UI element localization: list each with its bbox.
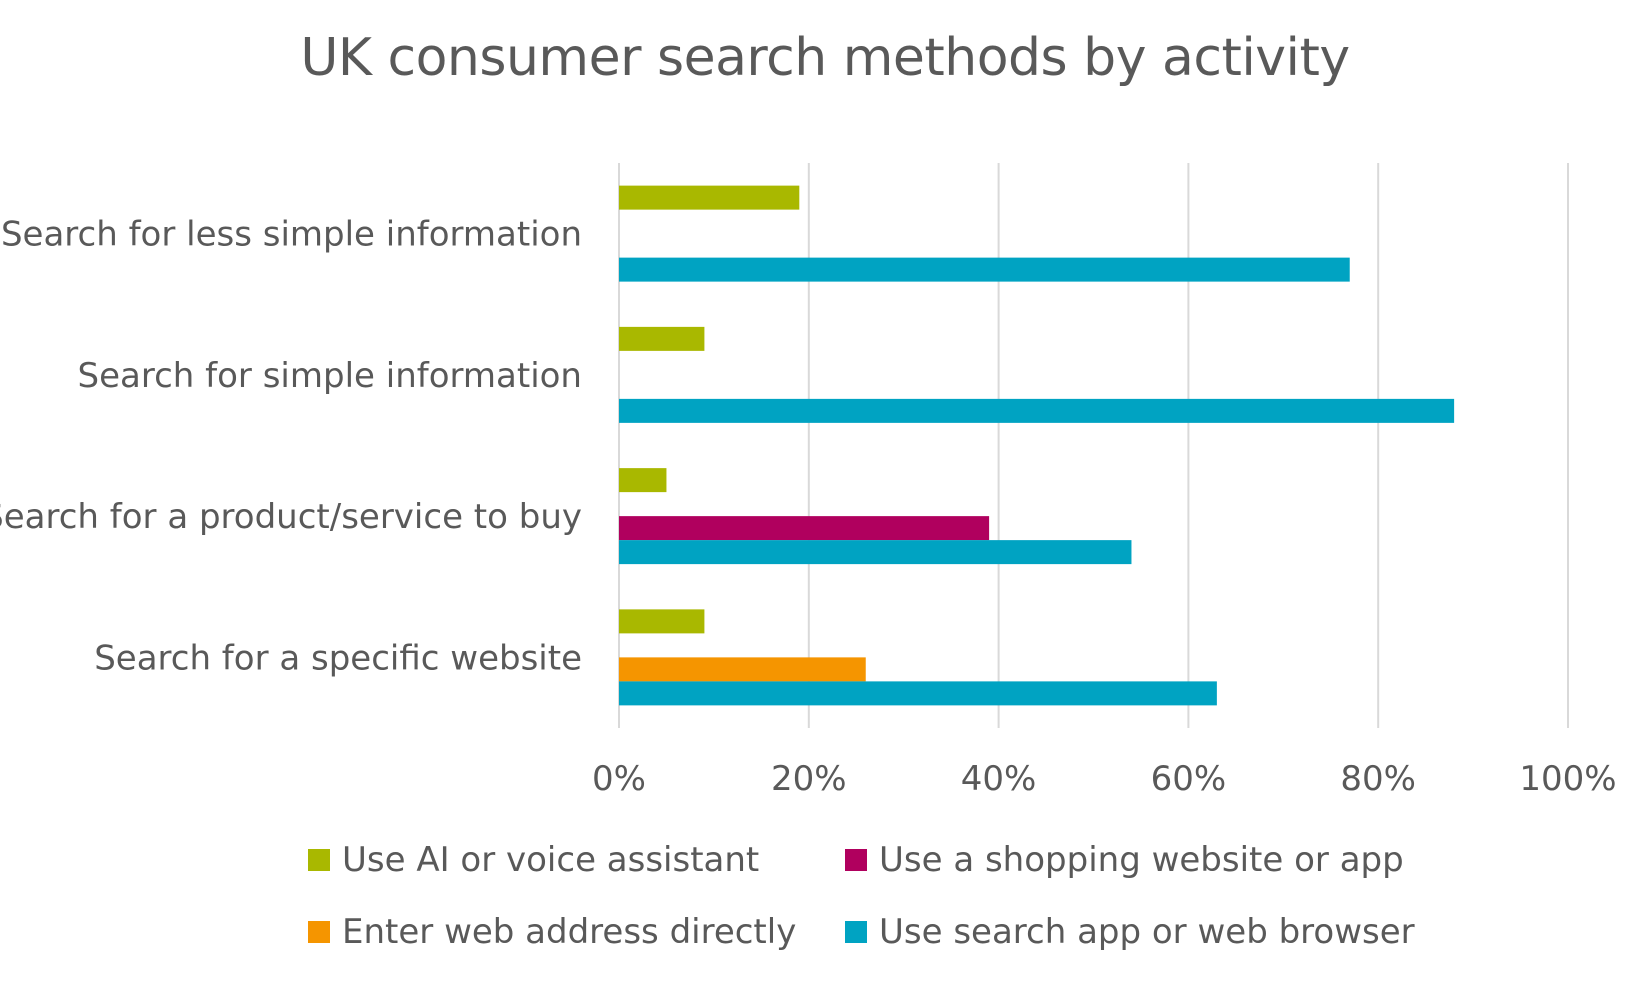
- bar: [619, 516, 990, 541]
- x-tick-label: 80%: [1340, 759, 1416, 799]
- bar: [619, 398, 1455, 423]
- y-category-label: Search for a specific website: [94, 638, 582, 678]
- y-category-label: Search for simple information: [78, 356, 582, 396]
- bar: [619, 657, 866, 682]
- y-category-label: Search for less simple information: [1, 215, 582, 255]
- x-tick-label: 60%: [1151, 759, 1227, 799]
- bar: [619, 540, 1132, 565]
- bar: [619, 326, 705, 351]
- y-category-label: Search for a product/service to buy: [0, 497, 582, 537]
- x-tick-label: 40%: [961, 759, 1037, 799]
- bar: [619, 681, 1217, 706]
- x-tick-label: 100%: [1519, 759, 1616, 799]
- bar: [619, 185, 800, 210]
- chart-title: UK consumer search methods by activity: [300, 28, 1350, 88]
- bar: [619, 609, 705, 634]
- x-tick-label: 0%: [592, 759, 646, 799]
- bar: [619, 257, 1350, 282]
- x-tick-label: 20%: [771, 759, 847, 799]
- bar: [619, 468, 667, 493]
